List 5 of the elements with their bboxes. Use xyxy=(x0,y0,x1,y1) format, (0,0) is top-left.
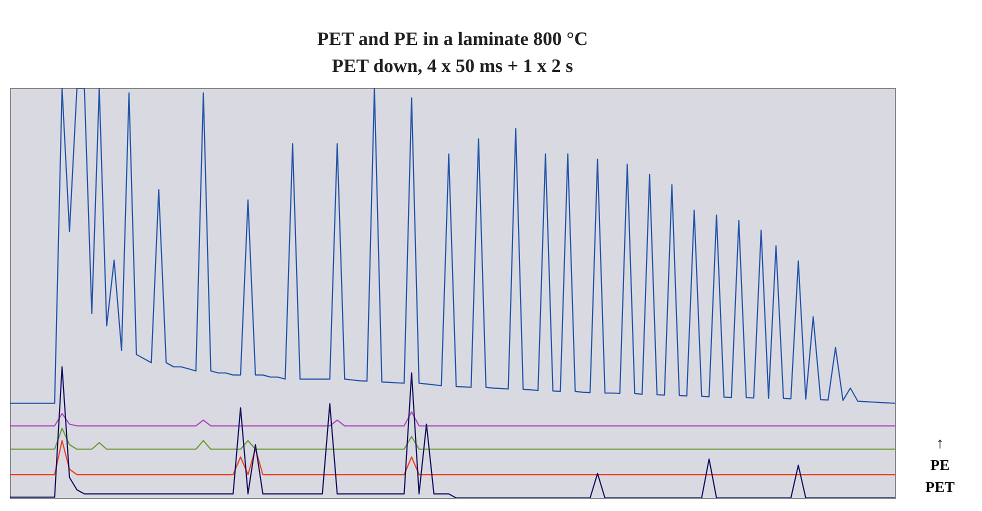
text: PET xyxy=(925,480,955,496)
text: ↑ xyxy=(936,436,944,452)
text: PE xyxy=(930,458,950,474)
chart-title: PET and PE in a laminate 800 °C xyxy=(317,29,588,50)
chart-subtitle: PET down, 4 x 50 ms + 1 x 2 s xyxy=(332,56,574,77)
